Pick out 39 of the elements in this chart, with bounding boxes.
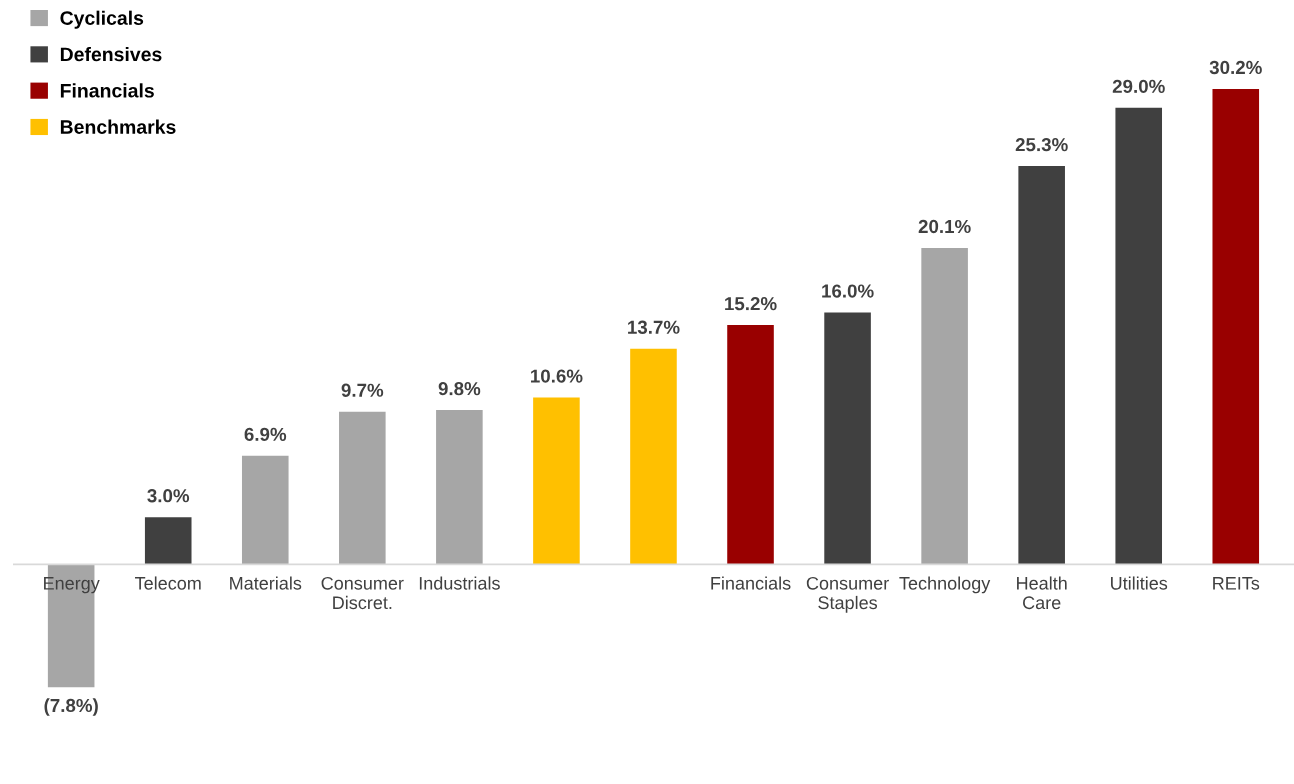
data-label: 16.0% (822, 284, 874, 298)
legend-label: Benchmarks (60, 119, 176, 134)
legend-label: Financials (60, 83, 154, 98)
x-tick-label: Health Care (1017, 576, 1067, 610)
data-label: 6.9% (244, 427, 287, 441)
data-label: 10.6% (531, 369, 583, 383)
data-label: 3.0% (147, 489, 190, 503)
data-label: 13.7% (628, 320, 680, 334)
bar (1115, 107, 1163, 565)
x-tick-label: Industrials (419, 576, 500, 590)
x-tick-label: Telecom (135, 576, 201, 590)
x-tick-label: REITs (1213, 577, 1260, 590)
bar (824, 312, 871, 565)
bar (339, 411, 386, 565)
data-label: 29.0% (1112, 79, 1165, 93)
x-tick-label: Consumer Discret. (321, 576, 404, 610)
bar (241, 455, 289, 565)
bar (921, 247, 968, 565)
data-label: 20.1% (918, 219, 971, 234)
bar (1212, 88, 1260, 565)
legend-label: Defensives (60, 46, 162, 62)
x-tick-label: Materials (230, 576, 302, 590)
data-label: 15.2% (725, 297, 777, 311)
bar (533, 397, 580, 565)
legend-label: Cyclicals (60, 10, 144, 29)
data-label: 30.2% (1209, 60, 1262, 75)
data-label: 9.7% (341, 383, 384, 397)
data-label: 9.8% (438, 382, 481, 396)
bar (436, 410, 483, 565)
data-label: (7.8%) (44, 698, 98, 716)
data-label: 25.3% (1015, 137, 1068, 152)
bar (727, 325, 774, 565)
bar (1018, 166, 1065, 565)
x-tick-label: Financials (711, 576, 791, 590)
x-tick-label: Technology (899, 576, 991, 594)
bar (144, 517, 192, 565)
x-tick-label: Utilities (1111, 576, 1168, 590)
bar (630, 348, 677, 565)
x-tick-label: Consumer Staples (806, 576, 889, 613)
